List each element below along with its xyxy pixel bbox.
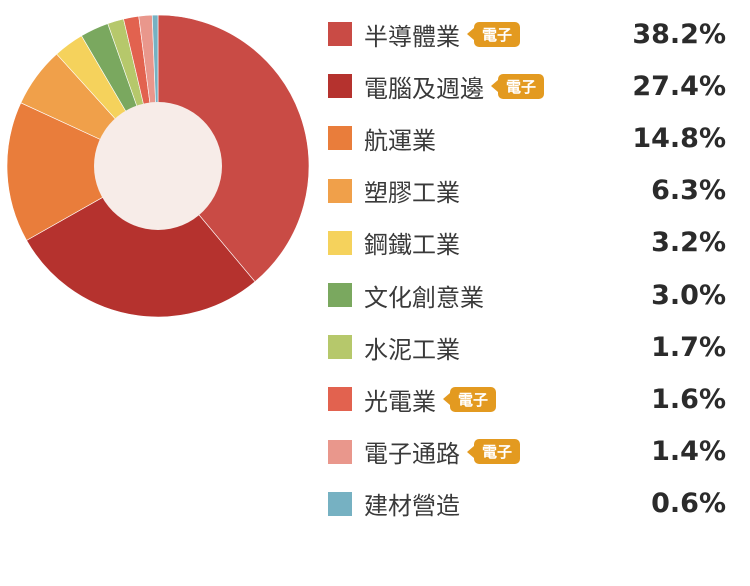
legend-label: 鋼鐵工業 [364,231,460,260]
donut-center [94,102,222,230]
legend-item: 航運業 14.8% [328,112,728,164]
legend-swatch [328,283,352,307]
legend-item: 水泥工業 1.7% [328,321,728,373]
legend-item: 鋼鐵工業 3.2% [328,217,728,269]
legend-label: 建材營造 [364,492,460,521]
legend-item: 文化創意業 3.0% [328,269,728,321]
legend-item: 半導體業 電子 38.2% [328,8,728,60]
legend-swatch [328,439,352,464]
pie-slice-0 [157,14,310,283]
legend-label: 文化創意業 [364,283,484,312]
legend-item: 塑膠工業 6.3% [328,165,728,217]
donut-chart [6,14,310,318]
electronics-tag: 電子 [474,21,521,47]
pie-slice-1 [26,165,256,318]
legend-swatch [328,126,352,151]
legend-label: 光電業 [364,387,436,416]
legend-value: 3.0% [651,279,726,311]
legend-label: 水泥工業 [364,335,460,364]
legend-item: 建材營造 0.6% [328,478,728,530]
legend-label: 半導體業 [364,22,460,51]
legend-label: 塑膠工業 [364,179,460,208]
legend-label: 電子通路 [364,440,460,469]
legend-value: 1.6% [651,383,726,415]
electronics-tag: 電子 [498,73,545,99]
pie-slice-2 [6,102,159,241]
legend-value: 38.2% [632,18,726,50]
legend-value: 27.4% [632,70,726,102]
legend-label: 航運業 [364,126,436,155]
legend-swatch [328,178,352,203]
legend-value: 1.7% [651,331,726,363]
legend-value: 1.4% [651,436,726,468]
legend-swatch [328,74,352,99]
legend-item: 電子通路 電子 1.4% [328,426,728,478]
legend-label: 電腦及週邊 [364,74,484,103]
legend-item: 電腦及週邊 電子 27.4% [328,60,728,112]
legend-value: 0.6% [651,488,726,520]
legend-value: 14.8% [632,122,726,154]
electronics-tag: 電子 [474,439,521,465]
legend-swatch [328,335,352,360]
electronics-tag: 電子 [450,386,497,412]
legend-value: 3.2% [651,227,726,259]
legend-item: 光電業 電子 1.6% [328,373,728,425]
legend-swatch [328,230,352,255]
legend-swatch [328,22,352,46]
legend-value: 6.3% [651,175,726,207]
legend-swatch [328,387,352,412]
legend-swatch [328,491,352,516]
